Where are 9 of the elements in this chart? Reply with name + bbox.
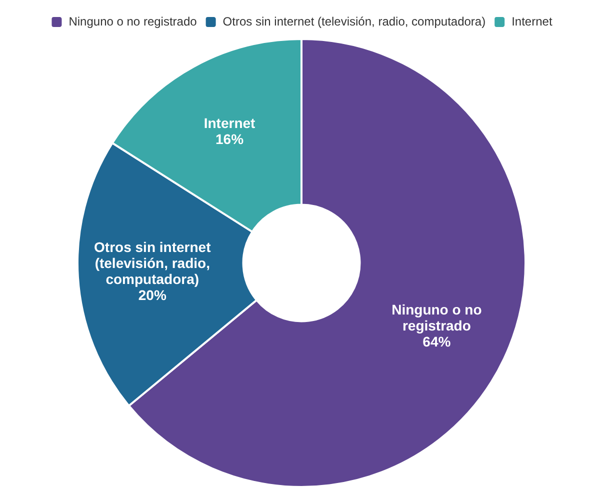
data-label: 16% (216, 130, 244, 147)
slice-label: Ninguno o no registrado (392, 301, 482, 334)
legend-label: Ninguno o no registrado (68, 14, 198, 28)
legend-label: Otros sin internet (televisión, radio, computadora) (222, 14, 486, 28)
data-label: 64% (422, 333, 452, 350)
data-label: 20% (138, 287, 167, 304)
slice-label: Internet (204, 114, 256, 131)
legend-label: Internet (512, 14, 553, 28)
slice-label: Otros sin internet (televisión, radio, computadora) (94, 239, 212, 288)
